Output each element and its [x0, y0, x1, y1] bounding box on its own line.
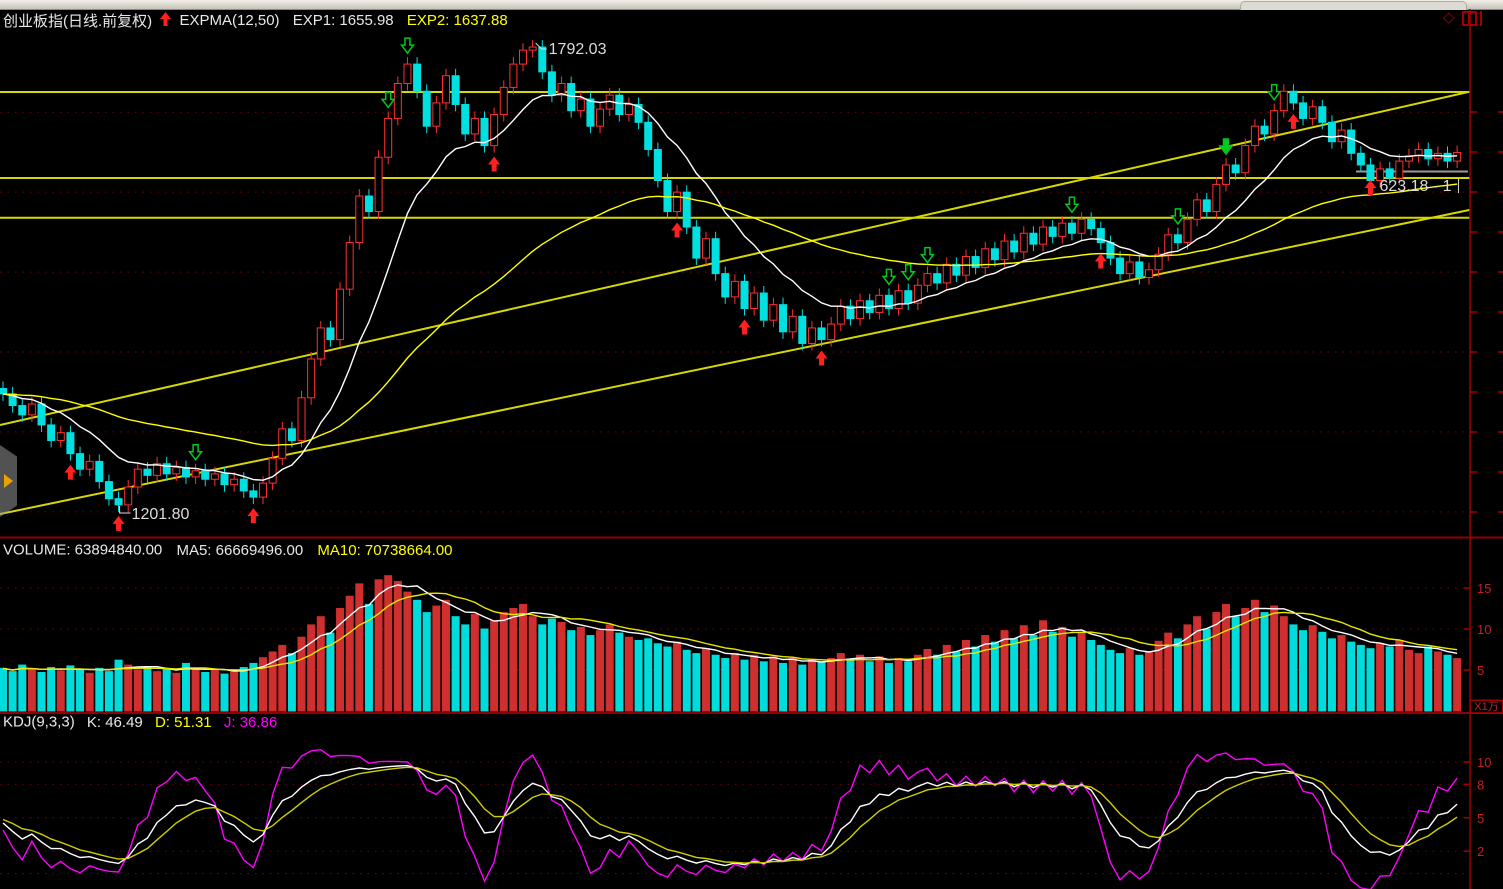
- kdj-k-line: [2, 764, 1458, 867]
- kdj-name: KDJ(9,3,3): [3, 713, 75, 731]
- window-title-strip: [0, 0, 1503, 10]
- indicator-name: EXPMA(12,50): [179, 12, 280, 29]
- buy-arrow-icon: [815, 350, 828, 366]
- symbol-title: 创业板指(日线.前复权): [3, 13, 153, 30]
- sell-arrow-icon: [1170, 208, 1186, 226]
- expand-right-icon: [4, 474, 13, 488]
- annotation-leader: [535, 42, 547, 50]
- kdj-axis-label: 8: [1477, 777, 1484, 792]
- volume-axis-label: 15: [1477, 581, 1491, 596]
- sell-arrow-icon: [900, 263, 916, 281]
- buy-arrow-icon: [1364, 180, 1377, 196]
- main-pane-header: 创业板指(日线.前复权) EXPMA(12,50) EXP1: 1655.98 …: [3, 10, 508, 31]
- volume-bars: [0, 575, 1462, 712]
- buy-arrow-icon: [64, 464, 77, 480]
- kdj-axis-label: 10: [1477, 755, 1491, 770]
- left-panel-expander[interactable]: [0, 445, 17, 517]
- diamond-icon[interactable]: ◇: [1443, 9, 1455, 26]
- volume-axis-label: 5: [1477, 663, 1484, 678]
- kdj-axis-label: 2: [1477, 844, 1484, 859]
- volume-ma10-value: MA10: 70738664.00: [317, 541, 453, 559]
- volume-axis-label: 10: [1477, 622, 1491, 637]
- buy-arrow-icon: [1287, 113, 1300, 129]
- buy-arrow-icon: [1094, 253, 1107, 269]
- chart-corner-tools: ◇: [1443, 10, 1482, 26]
- buy-arrow-icon: [671, 222, 684, 238]
- sell-arrow-icon: [399, 37, 415, 55]
- signal-arrows: [64, 37, 1300, 531]
- kdj-j-line: [2, 748, 1458, 889]
- sell-arrow-icon: [1266, 83, 1282, 101]
- exp2-value: EXP2: 1637.88: [406, 12, 508, 29]
- annotation-low: 1201.80: [132, 506, 190, 523]
- buy-arrow-icon: [112, 515, 125, 531]
- volume-pane: [0, 575, 1470, 712]
- volume-ma5-line: [2, 584, 1458, 672]
- kdj-axis-label: 5: [1477, 811, 1484, 826]
- sell-arrow-icon: [881, 268, 897, 286]
- buy-arrow-icon: [738, 319, 751, 335]
- volume-ma10-line: [2, 592, 1458, 671]
- main-pane: 1792.03 1201.80 623.18 - 1: [0, 37, 1470, 531]
- exp1-line: [2, 92, 1458, 481]
- volume-value: VOLUME: 63894840.00: [3, 541, 163, 559]
- buy-arrow-icon: [488, 156, 501, 172]
- divider-handle-icon[interactable]: [1479, 10, 1482, 26]
- sell-arrow-icon: [1218, 138, 1234, 156]
- right-axis: 15 10 5 10 8 5 2: [1464, 9, 1503, 889]
- volume-pane-header: VOLUME: 63894840.00 MA5: 66669496.00 MA1…: [3, 541, 453, 559]
- kdj-pane-header: KDJ(9,3,3) K: 46.49 D: 51.31 J: 36.86: [3, 713, 277, 731]
- split-window-icon[interactable]: [1461, 10, 1477, 26]
- exp2-line: [2, 183, 1458, 447]
- volume-unit-label: X1万: [1470, 700, 1503, 714]
- up-arrow-icon: [160, 11, 172, 30]
- kdj-d-line: [2, 766, 1458, 864]
- kdj-pane: [0, 748, 1470, 889]
- annotation-marker: 623.18 - 1: [1379, 178, 1451, 195]
- sell-arrow-icon: [919, 246, 935, 264]
- sell-arrow-icon: [1064, 196, 1080, 214]
- kdj-d-value: D: 51.31: [154, 713, 212, 731]
- annotation-high: 1792.03: [549, 41, 607, 58]
- kdj-k-value: K: 46.49: [86, 713, 143, 731]
- window-tab-edge: [1240, 1, 1467, 10]
- main-gridlines: [0, 111, 1470, 513]
- candlesticks: [0, 40, 1462, 512]
- annotation-leader: [119, 506, 131, 514]
- exp1-value: EXP1: 1655.98: [292, 12, 394, 29]
- kdj-j-value: J: 36.86: [223, 713, 278, 731]
- buy-arrow-icon: [247, 508, 260, 524]
- sell-arrow-icon: [188, 443, 204, 461]
- volume-ma5-value: MA5: 66669496.00: [176, 541, 304, 559]
- sell-arrow-icon: [380, 91, 396, 109]
